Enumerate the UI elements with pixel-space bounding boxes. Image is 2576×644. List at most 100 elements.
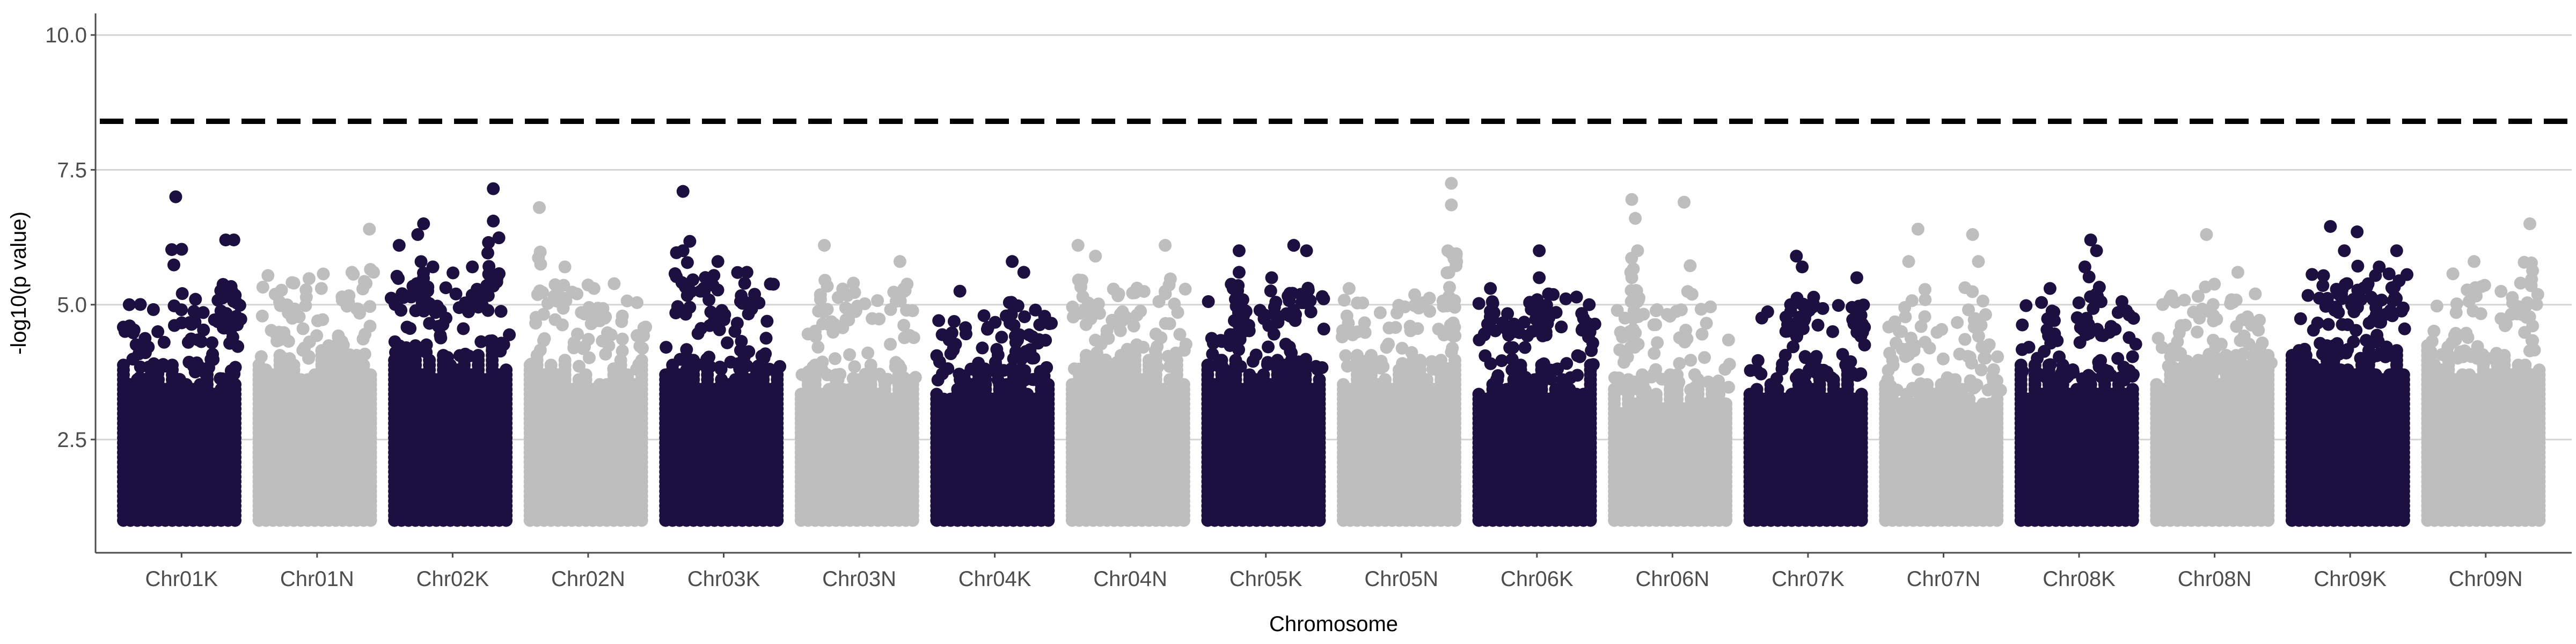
- data-point: [570, 327, 584, 341]
- data-point: [230, 296, 243, 310]
- data-point: [894, 362, 908, 375]
- data-point: [953, 368, 966, 381]
- data-point: [825, 315, 838, 328]
- data-point: [704, 305, 718, 319]
- data-point: [828, 352, 841, 365]
- data-point: [859, 368, 872, 381]
- peak-point: [169, 190, 182, 203]
- data-point: [226, 331, 239, 344]
- peak-point: [224, 282, 237, 295]
- peak-point: [1017, 266, 1030, 279]
- data-points: [116, 177, 2546, 527]
- data-point: [576, 342, 590, 355]
- data-point: [680, 352, 694, 365]
- data-point: [316, 313, 330, 326]
- data-point: [1075, 274, 1088, 287]
- data-point: [175, 287, 189, 301]
- data-point: [384, 291, 398, 305]
- data-point: [481, 304, 495, 317]
- data-point: [406, 280, 420, 293]
- data-point: [299, 290, 313, 304]
- data-point: [897, 285, 910, 298]
- data-point: [414, 255, 428, 268]
- data-point: [931, 374, 945, 387]
- data-point: [608, 277, 621, 290]
- peak-point: [122, 298, 136, 311]
- data-point: [288, 302, 302, 316]
- peak-point: [227, 233, 240, 247]
- data-point: [367, 266, 380, 279]
- data-point: [420, 346, 433, 359]
- data-point: [721, 336, 734, 349]
- data-point: [1026, 330, 1039, 343]
- data-point: [599, 347, 612, 361]
- data-point: [1099, 353, 1113, 367]
- data-point: [302, 272, 316, 286]
- data-point: [449, 287, 463, 301]
- data-point: [760, 314, 774, 328]
- data-point: [713, 323, 726, 336]
- peak-point: [466, 260, 479, 274]
- data-point: [759, 332, 773, 345]
- data-point: [538, 332, 551, 345]
- data-point: [682, 284, 696, 298]
- data-point: [447, 266, 460, 280]
- data-point: [947, 314, 961, 328]
- data-point: [1162, 278, 1176, 291]
- data-point: [534, 258, 547, 271]
- data-point: [809, 330, 822, 343]
- peak-point: [532, 201, 546, 214]
- data-point: [1027, 352, 1041, 365]
- data-point: [441, 350, 454, 364]
- peak-point: [711, 255, 724, 268]
- data-point: [630, 362, 643, 376]
- peak-point: [818, 239, 831, 252]
- data-point: [397, 291, 411, 304]
- peak-point: [676, 244, 690, 258]
- data-point: [147, 303, 160, 316]
- data-point: [474, 335, 488, 348]
- peak-point: [189, 292, 202, 306]
- data-point: [718, 308, 731, 321]
- data-point: [343, 348, 356, 362]
- data-point: [900, 304, 913, 317]
- data-point: [991, 348, 1005, 362]
- data-point: [570, 287, 584, 301]
- data-point: [745, 302, 758, 316]
- data-point: [205, 336, 218, 349]
- data-point: [167, 319, 181, 332]
- data-point: [599, 334, 612, 348]
- data-point: [133, 371, 147, 384]
- data-point: [897, 319, 911, 332]
- data-point: [167, 258, 180, 272]
- data-point: [273, 326, 286, 339]
- peak-point: [487, 182, 500, 195]
- data-point: [1087, 305, 1101, 319]
- data-point: [848, 360, 861, 374]
- data-point: [296, 322, 310, 335]
- data-point: [195, 335, 208, 348]
- data-point: [636, 326, 649, 340]
- peak-point: [1089, 250, 1102, 263]
- data-point: [357, 275, 371, 288]
- data-point: [700, 353, 714, 366]
- data-point: [1137, 285, 1151, 298]
- data-point: [434, 304, 447, 317]
- data-point: [335, 335, 348, 348]
- data-point: [400, 320, 414, 334]
- data-point: [340, 299, 354, 313]
- peak-point: [953, 284, 967, 298]
- data-point: [229, 378, 241, 391]
- data-point: [877, 373, 891, 386]
- data-point: [356, 332, 370, 346]
- data-point: [1137, 341, 1150, 354]
- data-point: [1018, 310, 1031, 324]
- data-point: [157, 335, 171, 349]
- data-point: [802, 365, 815, 378]
- data-point: [861, 346, 875, 360]
- data-point: [831, 373, 845, 386]
- data-point: [151, 325, 165, 339]
- data-point: [1072, 362, 1086, 376]
- data-point: [616, 332, 629, 346]
- data-point: [470, 296, 484, 309]
